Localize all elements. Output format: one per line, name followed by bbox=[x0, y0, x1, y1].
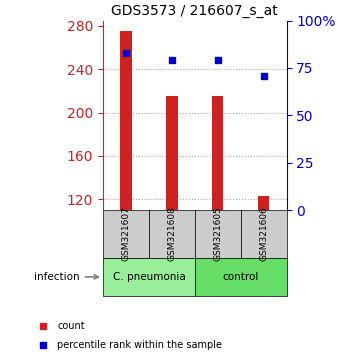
FancyBboxPatch shape bbox=[241, 210, 287, 257]
Text: C. pneumonia: C. pneumonia bbox=[113, 272, 185, 282]
Text: GSM321607: GSM321607 bbox=[121, 206, 131, 261]
Bar bbox=[212, 96, 223, 210]
FancyBboxPatch shape bbox=[149, 210, 195, 257]
Text: GSM321608: GSM321608 bbox=[167, 206, 176, 261]
Text: infection: infection bbox=[34, 272, 98, 282]
FancyBboxPatch shape bbox=[195, 257, 287, 296]
Text: percentile rank within the sample: percentile rank within the sample bbox=[57, 341, 222, 350]
Text: GSM321605: GSM321605 bbox=[213, 206, 222, 261]
Bar bbox=[258, 196, 269, 210]
FancyBboxPatch shape bbox=[195, 210, 241, 257]
Title: GDS3573 / 216607_s_at: GDS3573 / 216607_s_at bbox=[112, 4, 278, 18]
Text: control: control bbox=[222, 272, 259, 282]
FancyBboxPatch shape bbox=[103, 210, 149, 257]
Text: count: count bbox=[57, 321, 85, 331]
FancyBboxPatch shape bbox=[103, 257, 195, 296]
Text: GSM321606: GSM321606 bbox=[259, 206, 268, 261]
Bar bbox=[166, 96, 177, 210]
Bar bbox=[120, 32, 132, 210]
